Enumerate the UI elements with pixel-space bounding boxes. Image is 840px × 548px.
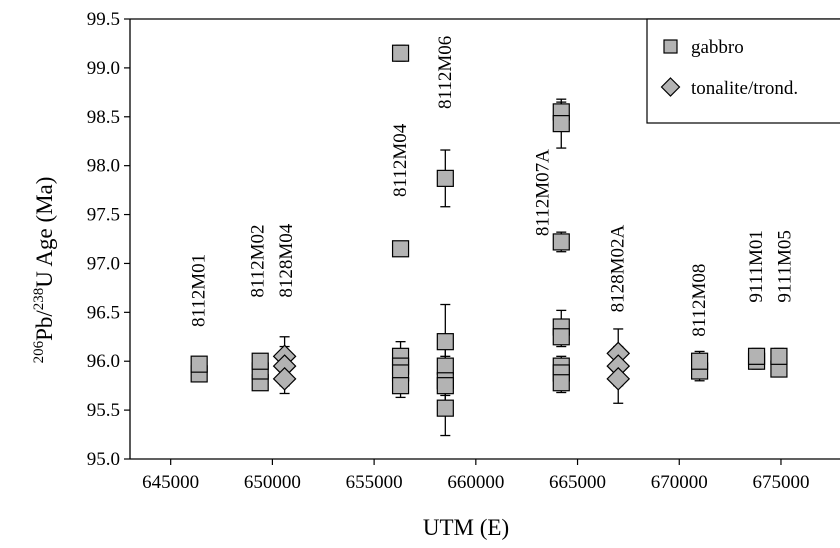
- y-axis-title-part1: Pb/: [32, 310, 57, 341]
- sample-label: 8112M01: [189, 254, 210, 327]
- gabbro-point: [436, 333, 454, 351]
- y-tick-label: 97.0: [87, 253, 120, 274]
- sample-label: 8112M07A: [532, 149, 553, 236]
- x-tick-label: 655000: [346, 472, 403, 493]
- x-tick-label: 675000: [752, 472, 809, 493]
- legend: gabbro tonalite/trond.: [646, 18, 840, 124]
- sample-label: 8112M08: [689, 264, 710, 337]
- gabbro-point: [251, 352, 269, 370]
- sample-labels: 8112M01 8112M02 8128M04 8112M04 8112M06 8112M…: [189, 36, 796, 337]
- gabbro-point: [436, 357, 454, 375]
- y-tick-label: 96.5: [87, 302, 120, 323]
- x-axis: 645000 650000 655000 660000 665000 670000 6750…: [142, 459, 809, 493]
- legend-gabbro-label: gabbro: [691, 37, 744, 58]
- x-axis-title: UTM (E): [423, 515, 509, 540]
- y-axis-title-sup2: 238: [31, 288, 47, 311]
- y-tick-label: 98.5: [87, 107, 120, 128]
- y-axis-title-sup1: 206: [31, 340, 47, 363]
- gabbro-point: [391, 377, 410, 395]
- gabbro-point: [690, 352, 709, 370]
- y-tick-label: 95.5: [87, 400, 120, 421]
- gabbro-point: [436, 169, 454, 187]
- y-tick-label: 99.5: [87, 9, 120, 30]
- gabbro-point: [770, 347, 788, 365]
- gabbro-point: [436, 377, 454, 395]
- y-tick-label: 99.0: [87, 58, 120, 79]
- sample-label: 8112M06: [435, 36, 456, 109]
- sample-label: 8112M02: [248, 224, 269, 297]
- gabbro-point: [552, 115, 570, 133]
- sample-label: 9111M05: [775, 230, 796, 302]
- legend-box: [646, 18, 840, 124]
- x-tick-label: 670000: [651, 472, 708, 493]
- y-tick-label: 96.0: [87, 351, 120, 372]
- sample-label: 8128M02A: [608, 224, 629, 312]
- sample-label: 8112M04: [390, 123, 411, 197]
- x-tick-label: 650000: [244, 472, 301, 493]
- sample-label: 8128M04: [276, 223, 297, 297]
- y-tick-label: 97.5: [87, 205, 120, 226]
- gabbro-point: [391, 240, 410, 258]
- gabbro-point: [391, 44, 410, 62]
- sample-label: 9111M01: [746, 230, 767, 302]
- tonalite-point: [606, 366, 631, 391]
- y-axis: 95.0 95.5 96.0 96.5 97.0 97.5 98.0 98.5 99.0 99.5: [87, 9, 130, 470]
- y-tick-label: 98.0: [87, 156, 120, 177]
- gabbro-point: [552, 233, 570, 251]
- gabbro-point: [190, 355, 208, 373]
- y-axis-title-part2: U Age (Ma): [32, 177, 57, 288]
- y-axis-title: 206Pb/238U Age (Ma): [31, 177, 57, 364]
- gabbro-point: [747, 347, 766, 365]
- gabbro-point: [436, 399, 454, 417]
- y-tick-label: 95.0: [87, 449, 120, 470]
- legend-gabbro-marker: [663, 39, 678, 54]
- x-tick-label: 645000: [142, 472, 199, 493]
- x-tick-label: 660000: [447, 472, 504, 493]
- gabbro-point: [552, 328, 570, 346]
- legend-tonalite-label: tonalite/trond.: [691, 78, 798, 99]
- x-tick-label: 665000: [549, 472, 606, 493]
- tonalite-point: [272, 366, 297, 391]
- data-markers: [190, 44, 788, 417]
- legend-tonalite-marker: [660, 77, 681, 97]
- gabbro-point: [552, 374, 570, 392]
